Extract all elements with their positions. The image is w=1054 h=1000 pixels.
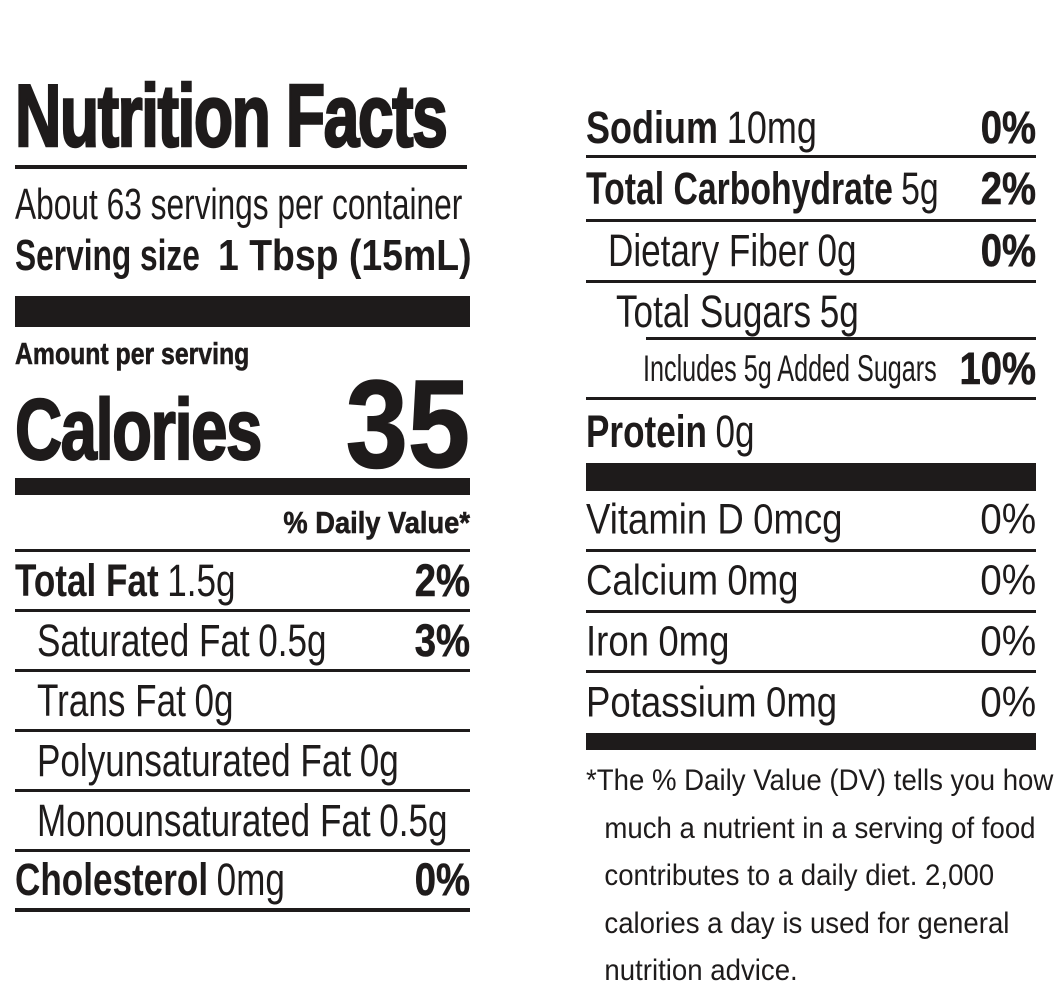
nutrient-dv: 0% xyxy=(980,617,1036,665)
right-column: Sodium 10mg 0% Total Carbohydrate 5g 2% Di… xyxy=(586,0,1053,1000)
nutrient-amount: 1.5g xyxy=(167,554,236,606)
nutrient-row-polyunsaturated-fat: Polyunsaturated Fat 0g xyxy=(15,732,470,792)
nutrient-name: Iron xyxy=(586,617,649,665)
calories-value: 35 xyxy=(345,356,470,494)
protein-separator-bar xyxy=(586,463,1036,491)
nutrient-amount: 0g xyxy=(194,674,234,726)
nutrient-name: Trans Fat xyxy=(37,674,186,726)
nutrient-dv: 0% xyxy=(414,854,470,906)
nutrient-name: Cholesterol xyxy=(15,854,209,905)
right-nutrient-rows: Sodium 10mg 0% Total Carbohydrate 5g 2% Di… xyxy=(586,100,1036,463)
micronutrient-rows: Vitamin D 0mcg 0% Calcium 0mg 0% Iron 0mg 0… xyxy=(586,491,1036,733)
nutrient-amount: 5g xyxy=(819,285,859,337)
nutrient-row-dietary-fiber: Dietary Fiber 0g 0% xyxy=(586,222,1036,283)
nutrient-amount: 0mg xyxy=(727,556,799,605)
serving-size-label: Serving size xyxy=(15,231,200,280)
nutrient-row-iron: Iron 0mg 0% xyxy=(586,613,1036,673)
nutrient-amount: 0.5g xyxy=(379,794,448,846)
nutrient-row-total-carbohydrate: Total Carbohydrate 5g 2% xyxy=(586,158,1036,222)
nutrient-row-cholesterol: Cholesterol 0mg 0% xyxy=(15,852,470,912)
nutrient-row-sodium: Sodium 10mg 0% xyxy=(586,100,1036,158)
nutrient-dv: 10% xyxy=(959,342,1036,394)
nutrient-row-added-sugars: Includes 5g Added Sugars 10% xyxy=(586,340,1036,400)
nutrient-amount: 0g xyxy=(359,734,399,786)
nutrient-amount: 10mg xyxy=(726,101,817,153)
nutrient-amount: 0g xyxy=(715,405,755,457)
nutrient-amount: 5g xyxy=(901,162,939,214)
nutrient-name: Saturated Fat xyxy=(37,614,250,666)
nutrient-row-saturated-fat: Saturated Fat 0.5g 3% xyxy=(15,612,470,672)
amount-per-serving: Amount per serving xyxy=(15,336,250,372)
nutrient-name: Polyunsaturated Fat xyxy=(37,734,352,786)
nutrient-dv: 0% xyxy=(980,225,1036,277)
title-rule xyxy=(15,165,467,169)
nutrient-dv: 2% xyxy=(980,162,1036,214)
nutrient-amount: 0.5g xyxy=(258,614,327,666)
daily-value-header: % Daily Value* xyxy=(283,505,470,541)
serving-size-value: 1 Tbsp (15mL) xyxy=(218,231,472,280)
footnote-line: *The % Daily Value (DV) tells you how xyxy=(586,764,1054,797)
footnote-line: much a nutrient in a serving of food xyxy=(604,811,1036,845)
calories-row: Calories 35 xyxy=(14,362,470,488)
nutrient-amount: 0mg xyxy=(216,854,285,905)
footnote-line: nutrition advice. xyxy=(604,954,798,987)
nutrient-row-calcium: Calcium 0mg 0% xyxy=(586,552,1036,613)
nutrient-dv: 0% xyxy=(980,101,1036,153)
nutrient-row-trans-fat: Trans Fat 0g xyxy=(15,672,470,732)
nutrient-row-protein: Protein 0g xyxy=(586,400,1036,463)
nutrient-name: Monounsaturated Fat xyxy=(37,794,371,846)
nutrient-name: Protein xyxy=(586,405,707,457)
calories-label: Calories xyxy=(14,382,263,478)
nutrient-name: Total Carbohydrate xyxy=(586,162,893,214)
nutrient-dv: 2% xyxy=(414,554,470,606)
micronutrient-separator-bar xyxy=(586,733,1036,750)
daily-value-footnote: *The % Daily Value (DV) tells you how mu… xyxy=(586,757,1054,995)
nutrient-dv: 0% xyxy=(980,556,1036,605)
nutrient-name: Includes 5g Added Sugars xyxy=(643,347,937,389)
nutrient-amount: 0mg xyxy=(765,678,838,727)
nutrient-amount: 0g xyxy=(817,225,857,276)
nutrient-amount: 0mg xyxy=(658,617,730,665)
nutrient-name: Vitamin D xyxy=(586,495,744,544)
indented-rule xyxy=(646,337,1036,340)
left-nutrient-rows: Total Fat 1.5g 2% Saturated Fat 0.5g 3% Tr… xyxy=(15,549,470,912)
label-title: Nutrition Facts xyxy=(14,65,606,167)
left-column: Nutrition Facts About 63 servings per co… xyxy=(14,0,472,1000)
nutrient-dv: 0% xyxy=(980,495,1036,544)
nutrient-name: Potassium xyxy=(586,678,757,727)
nutrient-name: Total Sugars xyxy=(616,285,812,337)
servings-per-container: About 63 servings per container xyxy=(15,180,463,229)
nutrient-name: Sodium xyxy=(586,101,718,153)
thick-separator-bar xyxy=(15,296,470,327)
calories-separator-bar xyxy=(15,478,470,495)
nutrient-row-vitamin-d: Vitamin D 0mcg 0% xyxy=(586,491,1036,552)
nutrient-dv: 3% xyxy=(414,614,470,666)
nutrient-amount: 0mcg xyxy=(753,495,843,544)
nutrient-row-total-fat: Total Fat 1.5g 2% xyxy=(15,552,470,612)
nutrient-row-total-sugars: Total Sugars 5g xyxy=(586,283,1036,340)
nutrient-dv: 0% xyxy=(980,678,1036,727)
nutrient-row-monounsaturated-fat: Monounsaturated Fat 0.5g xyxy=(15,792,470,852)
footnote-line: calories a day is used for general xyxy=(604,906,1010,940)
nutrient-name: Dietary Fiber xyxy=(608,225,809,276)
footnote-line: contributes to a daily diet. 2,000 xyxy=(604,859,995,892)
nutrient-row-potassium: Potassium 0mg 0% xyxy=(586,673,1036,733)
nutrient-name: Total Fat xyxy=(15,554,159,606)
label-title-text: Nutrition Facts xyxy=(14,65,449,167)
nutrient-name: Calcium xyxy=(586,556,719,605)
